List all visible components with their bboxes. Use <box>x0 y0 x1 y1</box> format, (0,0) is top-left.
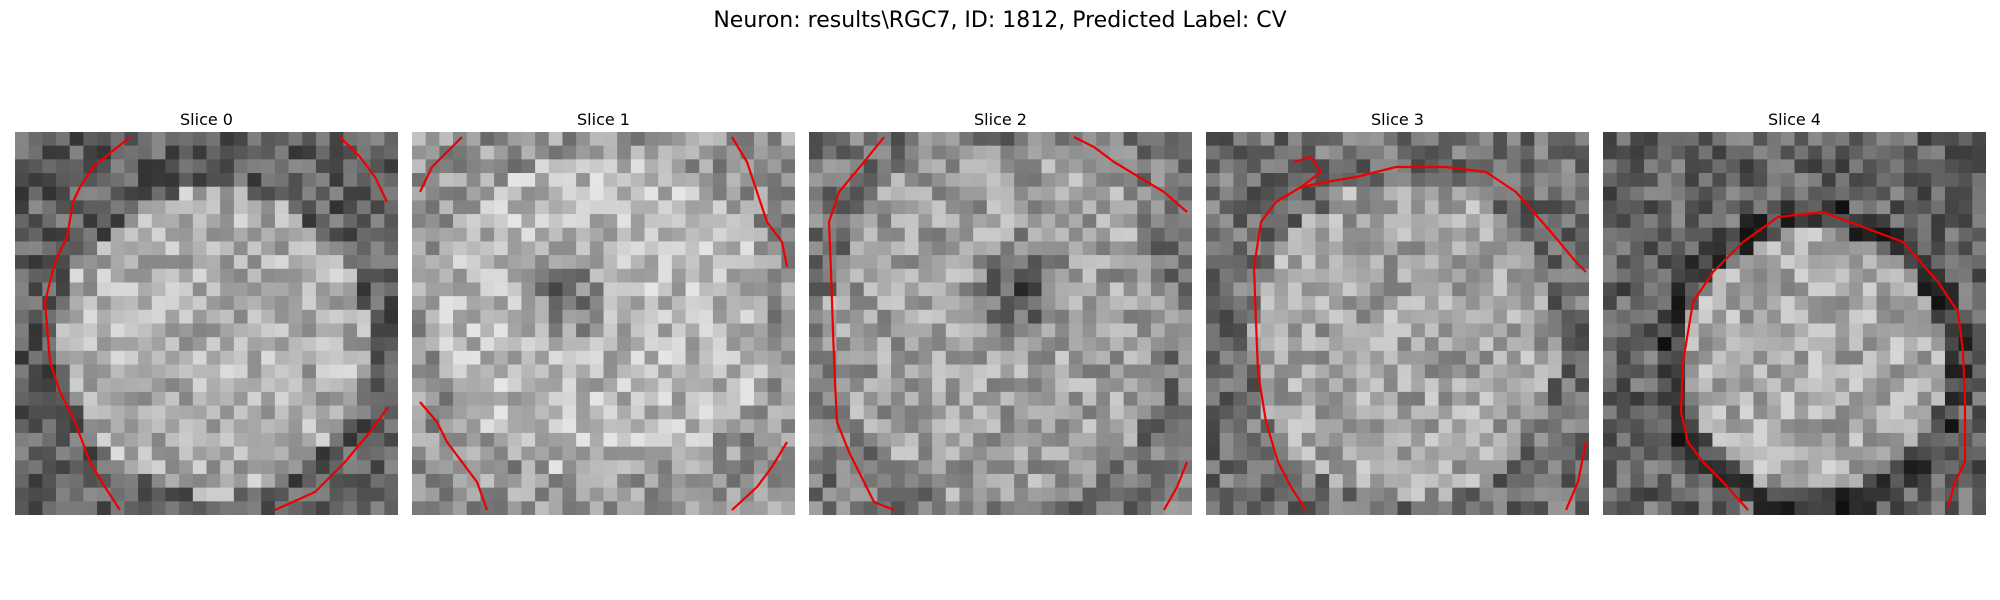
slice-title: Slice 0 <box>15 108 398 132</box>
pixel-grid <box>412 132 795 515</box>
slice-title: Slice 1 <box>412 108 795 132</box>
slice-panel-0: Slice 0 <box>15 108 398 515</box>
figure-title: Neuron: results\RGC7, ID: 1812, Predicte… <box>0 8 2000 33</box>
slice-panel-3: Slice 3 <box>1206 108 1589 515</box>
slice-title: Slice 2 <box>809 108 1192 132</box>
slice-image-0 <box>15 132 398 515</box>
pixel-grid <box>15 132 398 515</box>
slice-image-4 <box>1603 132 1986 515</box>
slice-title: Slice 3 <box>1206 108 1589 132</box>
pixel-grid <box>809 132 1192 515</box>
slice-title: Slice 4 <box>1603 108 1986 132</box>
slice-image-1 <box>412 132 795 515</box>
slice-image-2 <box>809 132 1192 515</box>
slice-image-3 <box>1206 132 1589 515</box>
pixel-grid <box>1603 132 1986 515</box>
slice-panel-2: Slice 2 <box>809 108 1192 515</box>
slice-panel-4: Slice 4 <box>1603 108 1986 515</box>
pixel-grid <box>1206 132 1589 515</box>
slice-panel-1: Slice 1 <box>412 108 795 515</box>
